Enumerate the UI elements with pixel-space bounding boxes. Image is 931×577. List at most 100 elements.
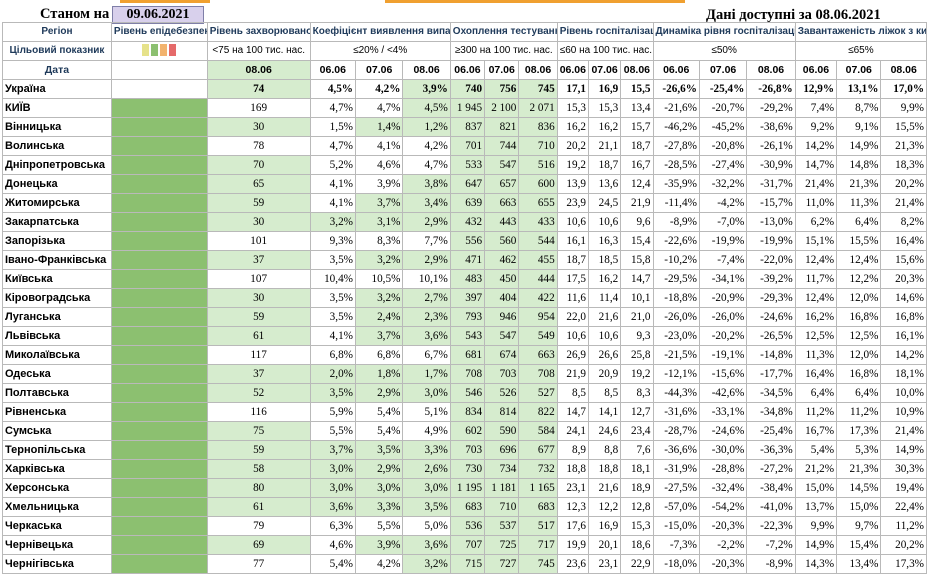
as-of-label: Станом на (40, 6, 110, 22)
testing-value: 404 (484, 288, 520, 308)
testing-value: 696 (484, 440, 520, 460)
hospitalization-dynamics-value: -2,2% (698, 535, 748, 555)
incidence-value: 65 (206, 174, 311, 194)
testing-value: 708 (449, 364, 486, 384)
positivity-value: 4,2% (354, 79, 404, 99)
hospitalization-value: 12,3 (556, 497, 589, 517)
region-name: КИЇВ (2, 98, 112, 118)
region-name: Київська (2, 269, 112, 289)
oxygen-beds-value: 16,2% (794, 307, 838, 327)
testing-value: 745 (518, 79, 558, 99)
hospitalization-dynamics-value: -8,9% (652, 212, 700, 232)
testing-value: 730 (449, 459, 486, 479)
oxygen-beds-value: 12,0% (836, 345, 882, 365)
positivity-value: 4,2% (354, 554, 404, 574)
hospitalization-value: 23,9 (556, 193, 589, 213)
testing-value: 1 945 (449, 98, 486, 118)
oxygen-beds-value: 13,7% (794, 497, 838, 517)
oxygen-beds-value: 21,3% (836, 174, 882, 194)
testing-value: 793 (449, 307, 486, 327)
hospitalization-dynamics-value: -14,8% (746, 345, 796, 365)
incidence-value: 37 (206, 250, 311, 270)
hospitalization-dynamics-value: -34,8% (746, 402, 796, 422)
positivity-value: 4,7% (309, 98, 356, 118)
testing-value: 2 071 (518, 98, 558, 118)
positivity-value: 3,5% (309, 288, 356, 308)
hospitalization-dynamics-value: -26,8% (746, 79, 796, 99)
hospitalization-dynamics-value: -10,2% (652, 250, 700, 270)
table-row: Кіровоградська 30 3,5% 3,2% 2,7% 397 404 422 11,… (2, 288, 927, 308)
danger-level-cell (110, 345, 208, 365)
oxygen-beds-value: 13,4% (836, 554, 882, 574)
oxygen-beds-value: 9,9% (794, 516, 838, 536)
hospitalization-dynamics-value: -34,1% (698, 269, 748, 289)
testing-value: 727 (484, 554, 520, 574)
danger-level-cell (110, 231, 208, 251)
testing-value: 834 (449, 402, 486, 422)
hospitalization-value: 15,3 (556, 98, 589, 118)
danger-level-cell (110, 554, 208, 574)
positivity-value: 4,7% (309, 136, 356, 156)
positivity-date-3: 08.06 (402, 60, 451, 80)
hospitalization-dynamics-value: -28,5% (652, 155, 700, 175)
hospitalization-dynamics-value: -41,0% (746, 497, 796, 517)
hospitalization-dynamics-value: -31,7% (746, 174, 796, 194)
hospitalization-value: 12,4 (620, 174, 654, 194)
testing-value: 734 (484, 459, 520, 479)
positivity-value: 3,1% (354, 212, 404, 232)
positivity-value: 2,9% (402, 250, 451, 270)
positivity-value: 2,0% (309, 364, 356, 384)
positivity-value: 4,5% (309, 79, 356, 99)
hospitalization-dynamics-date-2: 07.06 (698, 60, 748, 80)
region-name: Одеська (2, 364, 112, 384)
positivity-date-1: 06.06 (309, 60, 356, 80)
hospitalization-dynamics-value: -54,2% (698, 497, 748, 517)
hospitalization-value: 17,5 (556, 269, 589, 289)
testing-value: 822 (518, 402, 558, 422)
testing-value: 717 (518, 535, 558, 555)
danger-level-cell (110, 326, 208, 346)
testing-value: 471 (449, 250, 486, 270)
hospitalization-dynamics-value: -32,2% (698, 174, 748, 194)
hospitalization-dynamics-value: -20,8% (698, 136, 748, 156)
positivity-value: 5,1% (402, 402, 451, 422)
hospitalization-value: 18,7 (620, 136, 654, 156)
hospitalization-dynamics-value: -25,4% (746, 421, 796, 441)
testing-value: 526 (484, 383, 520, 403)
hospitalization-value: 21,1 (587, 136, 622, 156)
oxygen-beds-value: 16,8% (836, 307, 882, 327)
danger-level-cell (110, 459, 208, 479)
hospitalization-dynamics-value: -4,2% (698, 193, 748, 213)
hospitalization-dynamics-value: -30,9% (746, 155, 796, 175)
positivity-value: 3,7% (354, 326, 404, 346)
incidence-value: 30 (206, 288, 311, 308)
target-label: Цільовий показник (2, 41, 112, 61)
oxygen-beds-value: 14,5% (836, 478, 882, 498)
positivity-value: 10,5% (354, 269, 404, 289)
table-row: Житомирська 59 4,1% 3,7% 3,4% 639 663 655 23,9 24… (2, 193, 927, 213)
hospitalization-dynamics-value: -20,3% (698, 516, 748, 536)
hospitalization-value: 14,7 (556, 402, 589, 422)
incidence-value: 59 (206, 193, 311, 213)
table-row: Луганська 59 3,5% 2,4% 2,3% 793 946 954 22,0 21,6… (2, 307, 927, 327)
region-name: Черкаська (2, 516, 112, 536)
positivity-value: 1,4% (354, 117, 404, 137)
testing-value: 483 (449, 269, 486, 289)
positivity-value: 3,2% (309, 212, 356, 232)
oxygen-beds-value: 12,5% (836, 326, 882, 346)
hospitalization-value: 21,6 (587, 307, 622, 327)
hospitalization-value: 22,0 (556, 307, 589, 327)
hospitalization-value: 24,5 (587, 193, 622, 213)
danger-level-cell (110, 478, 208, 498)
hospitalization-value: 24,1 (556, 421, 589, 441)
hospitalization-date-1: 06.06 (556, 60, 589, 80)
positivity-value: 1,5% (309, 117, 356, 137)
table-row: Рівненська 116 5,9% 5,4% 5,1% 834 814 822 14,7 14… (2, 402, 927, 422)
legend-swatch-green (151, 44, 159, 57)
hospitalization-dynamics-value: -36,6% (652, 440, 700, 460)
positivity-value: 3,5% (354, 440, 404, 460)
positivity-value: 1,2% (402, 117, 451, 137)
hospitalization-dynamics-value: -42,6% (698, 383, 748, 403)
hospitalization-value: 19,2 (620, 364, 654, 384)
hospitalization-value: 15,3 (620, 516, 654, 536)
